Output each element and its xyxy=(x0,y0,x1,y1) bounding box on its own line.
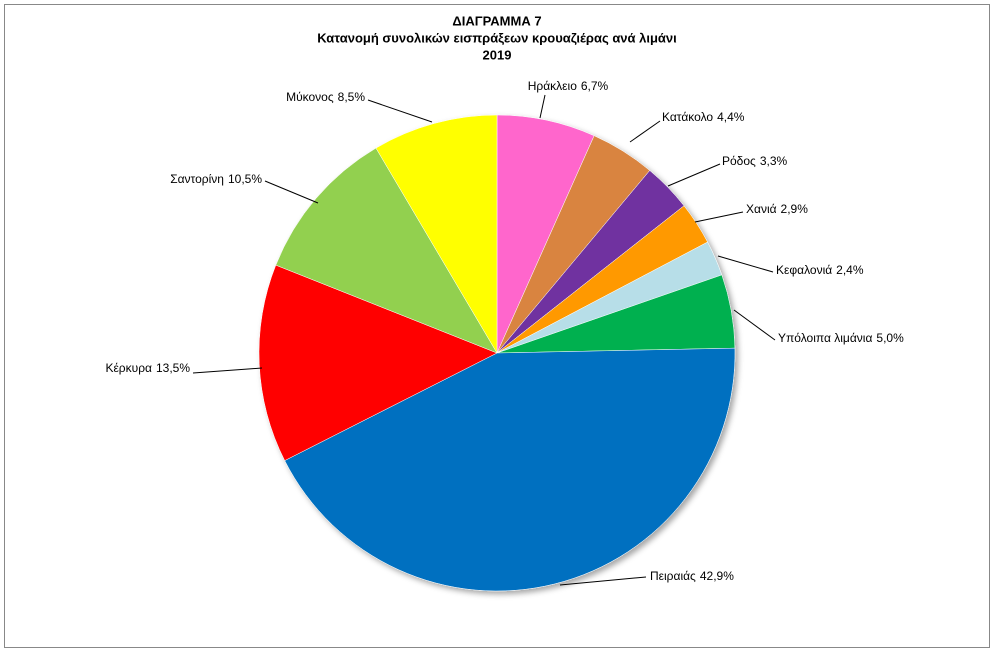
label-value: 42,9% xyxy=(700,569,734,583)
chart-title: 2019 xyxy=(483,47,512,62)
pie-slice xyxy=(258,264,498,461)
data-label: Ρόδος 3,3% xyxy=(722,154,788,168)
label-category: Μύκονος xyxy=(286,90,334,104)
leader-line xyxy=(367,99,433,123)
label-value: 4,4% xyxy=(717,110,745,124)
label-value: 2,9% xyxy=(781,202,809,216)
label-category: Χανιά xyxy=(746,202,777,216)
leader-line xyxy=(192,367,263,374)
data-label: Σαντορίνη 10,5% xyxy=(170,172,262,186)
data-label: Κέρκυρα 13,5% xyxy=(105,361,190,375)
label-value: 8,5% xyxy=(338,90,366,104)
label-value: 3,3% xyxy=(760,154,788,168)
label-value: 5,0% xyxy=(876,331,904,345)
leader-line xyxy=(264,180,319,204)
data-label: Μύκονος 8,5% xyxy=(286,90,365,104)
leader-line xyxy=(694,211,744,223)
label-category: Υπόλοιπα λιμάνια xyxy=(778,331,872,345)
leader-line xyxy=(717,255,774,273)
data-label: Υπόλοιπα λιμάνια 5,0% xyxy=(778,331,904,345)
chart-title: ΔΙΑΓΡΑΜΜΑ 7 xyxy=(452,13,541,28)
label-category: Πειραιάς xyxy=(650,569,696,583)
label-category: Ρόδος xyxy=(722,154,756,168)
label-value: 2,4% xyxy=(836,263,864,277)
label-value: 6,7% xyxy=(581,79,609,93)
label-category: Ηράκλειο xyxy=(528,79,577,93)
data-label: Πειραιάς 42,9% xyxy=(650,569,734,583)
chart-title: Κατανομή συνολικών εισπράξεων κρουαζιέρα… xyxy=(317,30,677,45)
leader-line xyxy=(667,163,721,187)
pie xyxy=(258,114,736,592)
leader-line xyxy=(629,120,661,143)
data-label: Κατάκολο 4,4% xyxy=(662,110,745,124)
data-label: Χανιά 2,9% xyxy=(746,202,808,216)
pie-slice xyxy=(284,347,736,592)
data-label: Ηράκλειο 6,7% xyxy=(528,79,609,93)
leader-line xyxy=(539,94,546,119)
label-category: Κατάκολο xyxy=(662,110,713,124)
label-value: 10,5% xyxy=(228,172,262,186)
label-category: Κέρκυρα xyxy=(105,361,152,375)
label-category: Κεφαλονιά xyxy=(776,263,832,277)
data-label: Κεφαλονιά 2,4% xyxy=(776,263,864,277)
leader-line xyxy=(733,309,776,341)
leader-line xyxy=(559,576,647,586)
pie-slice xyxy=(275,147,498,354)
label-category: Σαντορίνη xyxy=(170,172,224,186)
pie-slice xyxy=(375,114,498,354)
label-value: 13,5% xyxy=(156,361,190,375)
